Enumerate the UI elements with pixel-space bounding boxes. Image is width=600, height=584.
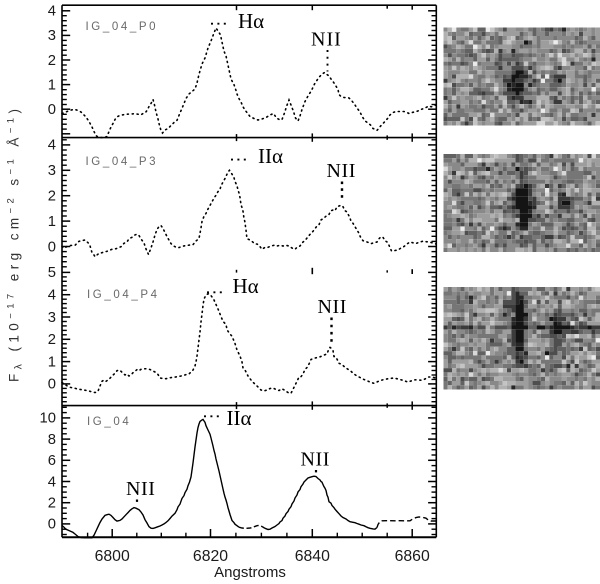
svg-text:0: 0 (48, 377, 56, 393)
svg-text:1: 1 (48, 354, 56, 370)
svg-text:IG_04_P4: IG_04_P4 (87, 289, 160, 301)
svg-text:0: 0 (48, 239, 56, 255)
svg-text:Hα: Hα (238, 9, 264, 33)
svg-text:10: 10 (40, 411, 56, 427)
svg-text:Hα: Hα (233, 274, 259, 298)
svg-text:NII: NII (311, 29, 342, 51)
svg-text:3: 3 (48, 163, 56, 179)
svg-text:2: 2 (48, 332, 56, 348)
svg-text:2: 2 (48, 496, 56, 512)
svg-text:IG_04_P3: IG_04_P3 (86, 156, 159, 168)
svg-text:5: 5 (48, 265, 56, 281)
svg-text:6840: 6840 (295, 548, 330, 565)
svg-text:3: 3 (48, 310, 56, 326)
svg-text:1: 1 (48, 214, 56, 230)
svg-text:NII: NII (301, 449, 331, 471)
svg-text:2: 2 (48, 189, 56, 205)
svg-text:8: 8 (48, 432, 56, 448)
svg-text:IIα: IIα (258, 144, 283, 168)
svg-text:2: 2 (48, 53, 56, 69)
svg-text:4: 4 (48, 4, 56, 20)
svg-text:NII: NII (327, 160, 357, 182)
svg-text:3: 3 (48, 28, 56, 44)
svg-text:6860: 6860 (395, 548, 430, 565)
svg-text:NII: NII (126, 478, 156, 500)
svg-text:6800: 6800 (95, 548, 130, 565)
svg-text:6: 6 (48, 453, 56, 469)
svg-text:4: 4 (48, 288, 56, 304)
svg-text:4: 4 (48, 138, 56, 154)
svg-text:4: 4 (48, 474, 56, 490)
svg-text:1: 1 (48, 77, 56, 93)
svg-text:0: 0 (48, 102, 56, 118)
svg-text:0: 0 (48, 517, 56, 533)
svg-text:NII: NII (318, 296, 348, 318)
svg-text:6820: 6820 (193, 548, 228, 565)
svg-text:IG_04_P0: IG_04_P0 (86, 21, 159, 33)
svg-text:IIα: IIα (227, 406, 252, 430)
svg-text:IG_04: IG_04 (87, 416, 131, 428)
svg-text:Angstroms: Angstroms (214, 564, 286, 581)
